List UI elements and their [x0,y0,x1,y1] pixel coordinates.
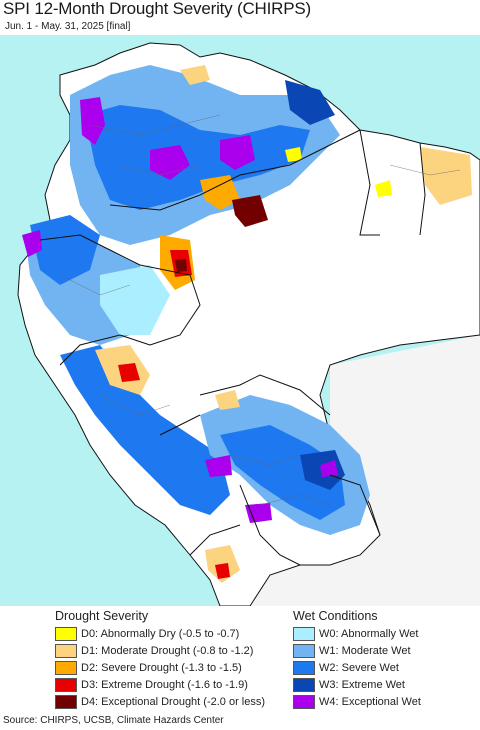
admin-borders [59,114,461,506]
legend-label: W0: Abnormally Wet [319,628,419,640]
wet-w4-bolivia-north [205,455,232,477]
legend-swatch [55,644,77,658]
legend-label: D2: Severe Drought (-1.3 to -1.5) [81,662,242,674]
legend-swatch [55,627,77,641]
country-borders [39,129,426,566]
drought-d4-amazon [175,259,187,272]
legend-item-w2: W2: Severe Wet [293,661,399,675]
drought-d3-chile [215,563,230,579]
drought-map [0,35,480,606]
legend-item-d0: D0: Abnormally Dry (-0.5 to -0.7) [55,627,239,641]
legend-label: W2: Severe Wet [319,662,399,674]
legend-swatch [293,644,315,658]
wet-w0-amazon [100,265,170,335]
drought-d1-venezuela-coast [180,65,210,85]
wet-w4-venezuela [220,135,255,170]
wet-w2-north [85,105,310,210]
legend-item-d3: D3: Extreme Drought (-1.6 to -1.9) [55,678,248,692]
wet-w4-colombia-west [80,97,105,145]
drought-d3-peru [118,363,140,382]
legend-swatch [293,695,315,709]
legend-item-w3: W3: Extreme Wet [293,678,405,692]
drought-legend-heading: Drought Severity [55,609,149,623]
legend-swatch [293,678,315,692]
wet-w2-bolivia [220,425,345,520]
drought-d0-venezuela-n [285,147,302,162]
legend-label: D0: Abnormally Dry (-0.5 to -0.7) [81,628,240,640]
drought-d1-bolivia-n [215,390,240,410]
drought-d0-guianas [375,180,392,197]
legend-label: W1: Moderate Wet [319,645,411,657]
legend-item-d4: D4: Exceptional Drought (-2.0 or less) [55,695,265,709]
drought-d1-guianas [420,147,472,205]
legend-item-d1: D1: Moderate Drought (-0.8 to -1.2) [55,644,253,658]
legend-swatch [55,661,77,675]
wet-w4-bolivia-south [245,503,272,523]
map-subtitle: Jun. 1 - May. 31, 2025 [final] [5,21,131,32]
legend-label: D4: Exceptional Drought (-2.0 or less) [81,696,266,708]
source-credit: Source: CHIRPS, UCSB, Climate Hazards Ce… [3,715,224,726]
legend: Drought Severity Wet Conditions D0: Abno… [0,606,480,712]
map-title: SPI 12-Month Drought Severity (CHIRPS) [3,0,311,18]
wet-w2-peru [60,345,230,515]
wet-w4-colombia-center [150,145,190,180]
legend-item-d2: D2: Severe Drought (-1.3 to -1.5) [55,661,242,675]
drought-d4-brazil-n [232,195,268,227]
legend-item-w0: W0: Abnormally Wet [293,627,418,641]
wet-legend-heading: Wet Conditions [293,609,378,623]
wet-w2-west [30,215,100,285]
legend-item-w4: W4: Exceptional Wet [293,695,421,709]
legend-label: D3: Extreme Drought (-1.6 to -1.9) [81,679,248,691]
legend-item-w1: W1: Moderate Wet [293,644,411,658]
wet-w4-paraguay [320,460,338,477]
legend-label: D1: Moderate Drought (-0.8 to -1.2) [81,645,254,657]
legend-swatch [293,627,315,641]
legend-swatch [293,661,315,675]
legend-label: W4: Exceptional Wet [319,696,421,708]
drought-d2-brazil-n [200,175,240,210]
legend-swatch [55,678,77,692]
wet-w4-ecuador [22,230,42,257]
legend-label: W3: Extreme Wet [319,679,405,691]
legend-swatch [55,695,77,709]
wet-w3-north [285,80,335,125]
